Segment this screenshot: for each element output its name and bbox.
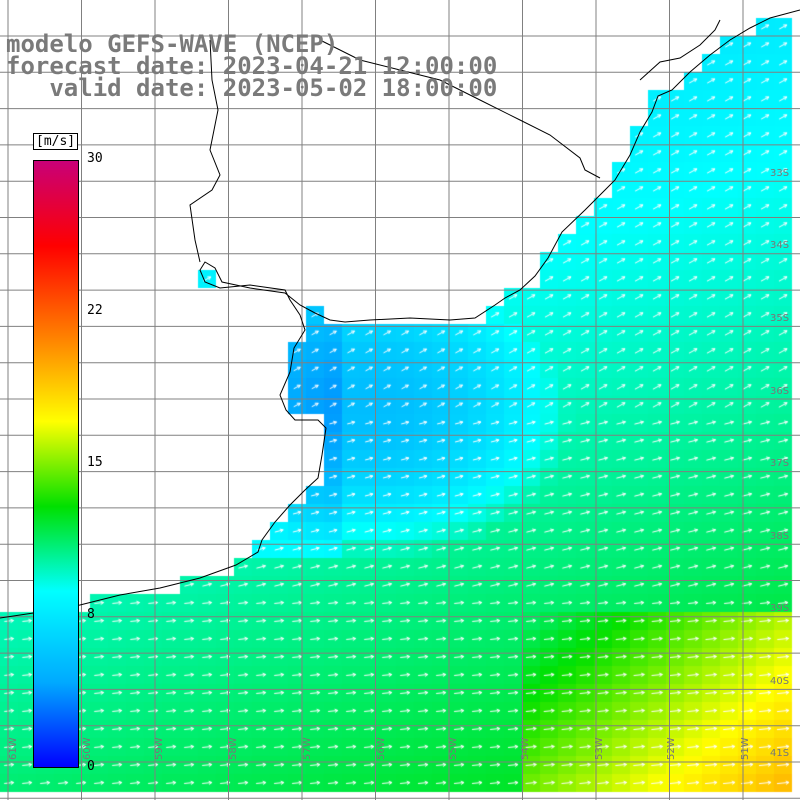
lat-label: 37S <box>770 458 790 469</box>
country-border <box>319 39 601 179</box>
lat-label: 39S <box>770 603 790 614</box>
lat-label: 36S <box>770 386 790 397</box>
valid-date: valid date: 2023-05-02 18:00:00 <box>6 74 498 102</box>
lon-label: 58W <box>228 737 239 760</box>
lat-label: 41S <box>770 748 790 759</box>
lon-label: 56W <box>376 737 387 760</box>
river-border <box>189 39 221 263</box>
lagoon-shore <box>639 19 721 81</box>
model-title: modelo GEFS-WAVE (NCEP) <box>6 30 339 58</box>
lat-label: 35S <box>770 313 790 324</box>
colorbar-tick-0: 0 <box>87 759 95 774</box>
colorbar <box>33 160 79 768</box>
lon-label: 59W <box>154 737 165 760</box>
coastline <box>0 9 800 619</box>
colorbar-tick-8: 8 <box>87 607 95 622</box>
lat-label: 40S <box>770 676 790 687</box>
lon-label: 54W <box>520 737 531 760</box>
lon-label: 57W <box>302 737 313 760</box>
lon-label: 60W <box>82 737 93 760</box>
lon-label: 55W <box>448 737 459 760</box>
colorbar-tick-15: 15 <box>87 455 103 470</box>
colorbar-tick-22: 22 <box>87 303 103 318</box>
lat-label: 33S <box>770 168 790 179</box>
forecast-date: forecast date: 2023-04-21 12:00:00 <box>6 52 498 80</box>
lon-label: 52W <box>666 737 677 760</box>
colorbar-units: [m/s] <box>33 133 79 150</box>
lat-label: 38S <box>770 531 790 542</box>
lon-label: 51W <box>740 737 751 760</box>
colorbar-tick-30: 30 <box>87 151 103 166</box>
lon-label: 53W <box>594 737 605 760</box>
lon-label: 61W <box>8 737 19 760</box>
lat-label: 34S <box>770 240 790 251</box>
